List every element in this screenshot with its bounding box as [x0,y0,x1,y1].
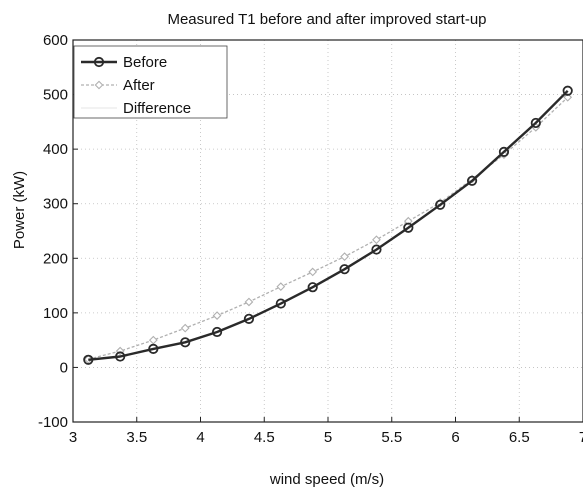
data-point-before [83,354,94,365]
legend-item-before: Before [81,54,167,71]
data-point-before [339,264,350,275]
y-tick-label: 600 [43,32,68,49]
data-point-after [212,311,222,320]
legend-item-after: After [81,77,155,94]
data-point-before [180,337,191,348]
y-tick-label: 500 [43,87,68,104]
data-point-after [244,297,254,307]
data-point-before [148,343,159,354]
x-axis-title: wind speed (m/s) [269,471,384,488]
y-tick-label: -100 [38,414,68,431]
data-point-before [275,298,286,309]
series-layer [83,85,573,365]
x-tick-label: 5 [324,429,332,446]
data-point-after [115,346,125,356]
x-tick-label: 7 [579,429,583,446]
data-point-before [243,313,255,324]
data-point-before [435,199,446,210]
x-tick-label: 4.5 [254,429,275,446]
legend-label: Before [123,54,167,71]
legend-swatch-marker [94,80,104,90]
legend: Before After Difference [73,45,228,119]
legend-label: Difference [123,100,191,117]
x-tick-label: 5.5 [381,429,402,446]
y-axis-title: Power (kW) [11,171,28,249]
data-point-before [466,175,478,186]
x-tick-label: 3.5 [126,429,147,446]
y-tick-label: 100 [43,305,68,322]
y-tick-label: 0 [60,359,68,376]
data-point-before [115,351,126,362]
axis-ticks: 3 3.5 4 4.5 5 5.5 6 6.5 7 -100 0 100 200 300 400 500 600 [38,32,583,446]
data-point-after [308,267,318,277]
legend-item-difference: Difference [81,100,191,117]
y-tick-label: 200 [43,250,68,267]
data-point-after [340,252,349,262]
data-point-before [211,326,223,338]
legend-swatch-marker [93,56,105,68]
x-tick-label: 6 [451,429,459,446]
data-point-after [276,282,286,292]
x-tick-label: 6.5 [509,429,530,446]
x-tick-label: 4 [196,429,204,446]
series-line-before [88,89,569,361]
chart-title: Measured T1 before and after improved st… [167,11,486,28]
data-point-before [498,146,510,157]
data-point-before [307,282,318,293]
data-point-after [372,235,381,245]
data-point-before [530,117,541,129]
y-tick-label: 400 [43,141,68,158]
legend-label: After [123,77,155,94]
data-point-before [562,85,573,96]
data-point-before [371,244,382,255]
data-point-after [180,323,190,333]
data-point-after [148,335,158,345]
series-before [83,85,573,365]
x-tick-label: 3 [69,429,77,446]
y-tick-label: 300 [43,196,68,213]
data-point-before [403,222,414,233]
